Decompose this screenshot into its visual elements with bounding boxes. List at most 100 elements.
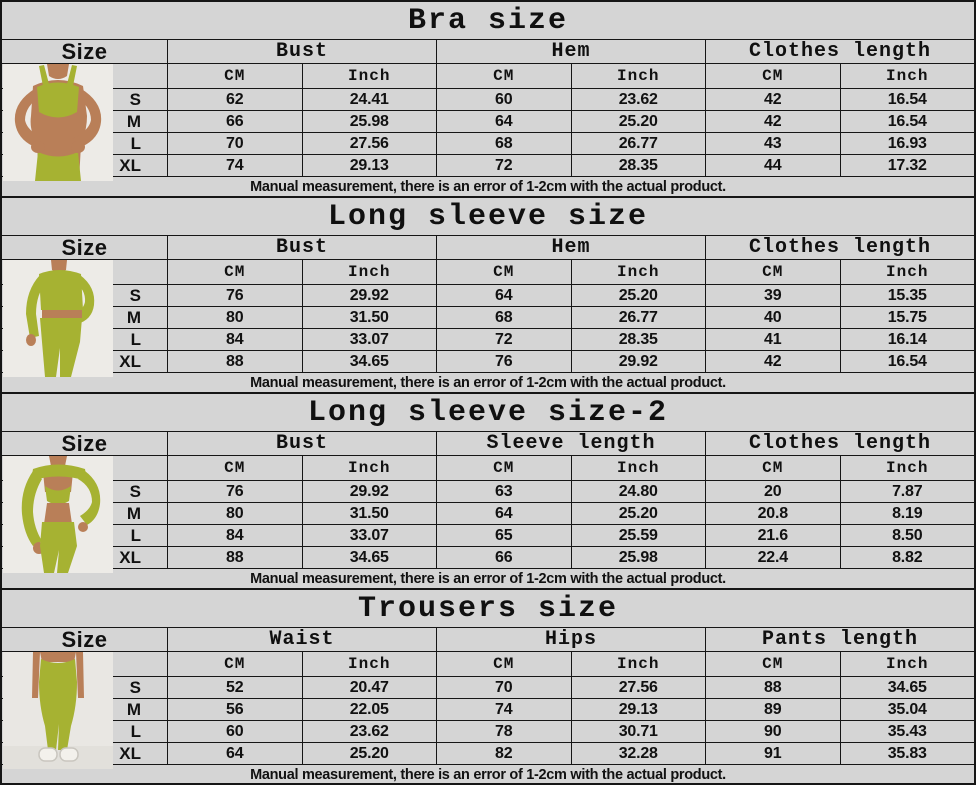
unit-header-row: CM Inch CM Inch CM Inch — [2, 652, 974, 677]
value-cell: 15.75 — [839, 307, 975, 328]
value-cell: 33.07 — [301, 525, 437, 546]
group-header: Hem — [436, 40, 705, 63]
value-cell: 29.92 — [570, 351, 706, 372]
unit-header-inch: Inch — [839, 64, 975, 88]
value-cell: 16.54 — [839, 111, 975, 132]
unit-header-row: CM Inch CM Inch CM Inch — [2, 260, 974, 285]
table-row: L 60 23.62 78 30.71 90 35.43 — [2, 721, 974, 743]
unit-header-inch: Inch — [301, 652, 437, 676]
value-cell: 34.65 — [301, 351, 437, 372]
value-cell: 25.20 — [570, 111, 706, 132]
size-label: M — [126, 503, 141, 523]
value-cell: 7.87 — [839, 481, 975, 502]
value-cell: 76 — [436, 351, 571, 372]
size-table: Size Waist Hips Pants length CM Inch CM … — [2, 627, 974, 765]
unit-header-inch: Inch — [301, 260, 437, 284]
unit-header-inch: Inch — [570, 652, 706, 676]
value-cell: 25.20 — [301, 743, 437, 764]
table-row: M 66 25.98 64 25.20 42 16.54 — [2, 111, 974, 133]
unit-header-cm: CM — [436, 456, 571, 480]
leggings-model-illustration — [3, 652, 113, 769]
value-cell: 64 — [167, 743, 302, 764]
product-photo — [3, 652, 113, 769]
value-cell: 35.83 — [839, 743, 975, 764]
group-header: Bust — [167, 236, 436, 259]
size-label: L — [130, 525, 141, 545]
size-label: L — [130, 329, 141, 349]
group-header: Sleeve length — [436, 432, 705, 455]
measurement-note: Manual measurement, there is an error of… — [250, 375, 726, 391]
value-cell: 68 — [436, 133, 571, 154]
value-cell: 8.19 — [839, 503, 975, 524]
group-header: Bust — [167, 432, 436, 455]
value-cell: 29.13 — [301, 155, 437, 176]
value-cell: 25.20 — [570, 285, 706, 306]
value-cell: 80 — [167, 307, 302, 328]
table-row: M 80 31.50 68 26.77 40 15.75 — [2, 307, 974, 329]
unit-header-cm: CM — [436, 652, 571, 676]
unit-header-inch: Inch — [839, 260, 975, 284]
group-header: Bust — [167, 40, 436, 63]
value-cell: 76 — [167, 285, 302, 306]
table-row: XL 88 34.65 76 29.92 42 16.54 — [2, 351, 974, 373]
unit-header-inch: Inch — [570, 260, 706, 284]
table-row: L 84 33.07 65 25.59 21.6 8.50 — [2, 525, 974, 547]
group-header: Clothes length — [705, 432, 974, 455]
value-cell: 20 — [705, 481, 840, 502]
value-cell: 74 — [167, 155, 302, 176]
value-cell: 23.62 — [570, 89, 706, 110]
size-label: S — [129, 285, 141, 305]
size-label: XL — [119, 547, 141, 567]
value-cell: 74 — [436, 699, 571, 720]
size-table-section: Bra size Size Bust Hem Clothes length CM… — [2, 2, 974, 198]
group-header: Pants length — [705, 628, 974, 651]
size-column-header: Size — [61, 432, 108, 455]
size-label: L — [130, 133, 141, 153]
value-cell: 76 — [167, 481, 302, 502]
value-cell: 29.92 — [301, 481, 437, 502]
unit-header-inch: Inch — [301, 64, 437, 88]
unit-header-inch: Inch — [301, 456, 437, 480]
value-cell: 29.92 — [301, 285, 437, 306]
size-column-header: Size — [61, 628, 108, 651]
value-cell: 34.65 — [301, 547, 437, 568]
value-cell: 39 — [705, 285, 840, 306]
size-label: S — [129, 89, 141, 109]
value-cell: 34.65 — [839, 677, 975, 698]
value-cell: 84 — [167, 329, 302, 350]
unit-header-cm: CM — [436, 260, 571, 284]
value-cell: 60 — [167, 721, 302, 742]
product-photo — [3, 456, 113, 573]
value-cell: 27.56 — [570, 677, 706, 698]
value-cell: 42 — [705, 111, 840, 132]
size-table-section: Trousers size Size Waist Hips Pants leng… — [2, 590, 974, 783]
unit-header-inch: Inch — [839, 652, 975, 676]
value-cell: 25.98 — [301, 111, 437, 132]
size-label: XL — [119, 351, 141, 371]
value-cell: 42 — [705, 89, 840, 110]
size-column-header: Size — [61, 40, 108, 63]
long-sleeve-set-model-illustration — [3, 260, 113, 377]
group-header: Waist — [167, 628, 436, 651]
value-cell: 64 — [436, 503, 571, 524]
value-cell: 70 — [167, 133, 302, 154]
value-cell: 90 — [705, 721, 840, 742]
value-cell: 24.41 — [301, 89, 437, 110]
value-cell: 65 — [436, 525, 571, 546]
value-cell: 32.28 — [570, 743, 706, 764]
value-cell: 22.4 — [705, 547, 840, 568]
unit-header-cm: CM — [167, 64, 302, 88]
size-label: M — [126, 111, 141, 131]
value-cell: 56 — [167, 699, 302, 720]
value-cell: 8.82 — [839, 547, 975, 568]
value-cell: 64 — [436, 285, 571, 306]
size-table: Size Bust Hem Clothes length CM Inch CM … — [2, 235, 974, 373]
value-cell: 89 — [705, 699, 840, 720]
table-row: XL 74 29.13 72 28.35 44 17.32 — [2, 155, 974, 177]
section-title: Long sleeve size-2 — [307, 395, 669, 430]
value-cell: 91 — [705, 743, 840, 764]
table-row: S 62 24.41 60 23.62 42 16.54 — [2, 89, 974, 111]
value-cell: 16.93 — [839, 133, 975, 154]
value-cell: 16.14 — [839, 329, 975, 350]
value-cell: 20.47 — [301, 677, 437, 698]
